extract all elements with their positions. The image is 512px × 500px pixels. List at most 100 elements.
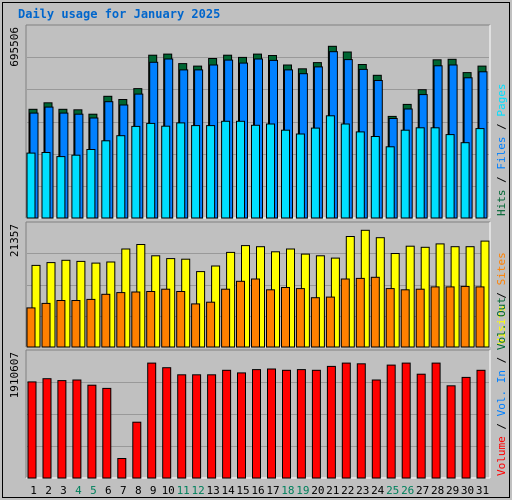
- bar-pages-day-26: [400, 129, 410, 219]
- legend-separator: /: [495, 416, 508, 436]
- bar-pages-day-13: [206, 125, 216, 219]
- x-tick-day-26: 26: [401, 484, 414, 497]
- legend-pages: Pages: [495, 84, 508, 117]
- bar-volume-day-2: [42, 378, 52, 479]
- x-tick-day-11: 11: [177, 484, 190, 497]
- bar-sites-day-12: [191, 303, 201, 348]
- bar-sites-day-5: [86, 298, 96, 348]
- x-tick-day-4: 4: [75, 484, 82, 497]
- bar-pages-day-7: [116, 135, 126, 219]
- bar-volume-day-15: [237, 372, 246, 479]
- bar-visits-day-1: [31, 264, 41, 348]
- bar-volume-day-1: [27, 381, 37, 479]
- legend-volume: Volume: [495, 436, 508, 476]
- bar-volume-day-20: [311, 369, 321, 479]
- bar-sites-day-18: [281, 287, 290, 348]
- bar-volume-day-26: [401, 362, 411, 479]
- bar-sites-day-31: [475, 286, 485, 348]
- bar-volume-day-7: [117, 458, 127, 479]
- bar-pages-day-14: [221, 120, 231, 219]
- bar-pages-day-17: [266, 123, 275, 219]
- x-tick-day-23: 23: [356, 484, 369, 497]
- x-tick-day-12: 12: [191, 484, 204, 497]
- x-tick-day-13: 13: [206, 484, 219, 497]
- bar-pages-day-15: [236, 120, 245, 219]
- x-tick-day-19: 19: [296, 484, 309, 497]
- y-max-label-bottom: 1910607: [8, 352, 21, 398]
- bar-volume-day-14: [222, 369, 232, 479]
- bar-volume-day-4: [72, 379, 82, 479]
- bar-volume-day-23: [356, 363, 366, 479]
- x-tick-day-31: 31: [476, 484, 489, 497]
- bar-volume-day-17: [267, 368, 276, 479]
- bar-pages-day-3: [56, 156, 66, 219]
- right-legend-top: Hits / Files / Pages: [495, 84, 508, 217]
- x-tick-day-5: 5: [90, 484, 97, 497]
- y-max-label-middle: 21357: [8, 224, 21, 257]
- right-legend-bottom: Volume / Vol. In / Vol. Out: [495, 297, 508, 476]
- bar-sites-day-27: [415, 288, 425, 348]
- bar-volume-day-29: [446, 385, 456, 479]
- bar-pages-day-21: [325, 115, 335, 219]
- x-tick-day-24: 24: [371, 484, 385, 497]
- bar-sites-day-21: [325, 296, 335, 348]
- bar-sites-day-24: [370, 276, 380, 348]
- bar-pages-day-8: [131, 125, 141, 219]
- x-tick-day-15: 15: [236, 484, 249, 497]
- legend-separator: /: [495, 117, 508, 137]
- bar-sites-day-20: [310, 297, 320, 348]
- bar-sites-day-15: [236, 280, 245, 348]
- bar-volume-day-31: [476, 369, 486, 479]
- x-tick-day-7: 7: [120, 484, 127, 497]
- x-tick-day-18: 18: [281, 484, 294, 497]
- bar-volume-day-16: [252, 369, 261, 479]
- bar-volume-day-18: [282, 369, 291, 479]
- x-tick-day-17: 17: [266, 484, 279, 497]
- bar-sites-day-1: [26, 307, 36, 348]
- x-tick-day-2: 2: [45, 484, 52, 497]
- bar-volume-day-19: [296, 369, 306, 479]
- bar-pages-day-2: [41, 152, 51, 219]
- bar-pages-day-29: [445, 134, 455, 219]
- x-tick-day-28: 28: [431, 484, 444, 497]
- bar-volume-day-10: [162, 367, 172, 479]
- x-tick-day-20: 20: [311, 484, 324, 497]
- bar-sites-day-8: [131, 291, 141, 348]
- bar-volume-day-11: [177, 374, 187, 479]
- bar-volume-day-8: [132, 421, 142, 479]
- bar-pages-day-25: [385, 146, 395, 219]
- bar-pages-day-9: [146, 122, 156, 219]
- bar-sites-day-6: [101, 293, 111, 348]
- bar-sites-day-22: [340, 278, 350, 348]
- bar-sites-day-25: [385, 288, 395, 348]
- x-tick-day-10: 10: [162, 484, 175, 497]
- bar-volume-day-12: [192, 374, 202, 479]
- bar-sites-day-9: [146, 291, 156, 348]
- x-tick-day-9: 9: [150, 484, 157, 497]
- x-tick-day-21: 21: [326, 484, 339, 497]
- bar-volume-day-27: [416, 373, 426, 479]
- bar-volume-day-6: [102, 387, 112, 479]
- bar-sites-day-23: [355, 277, 365, 348]
- legend-visits: Visits: [495, 305, 508, 345]
- bar-volume-day-24: [371, 379, 381, 479]
- bar-pages-day-4: [71, 154, 81, 219]
- bar-sites-day-28: [430, 286, 440, 348]
- legend-sites: Sites: [495, 252, 508, 285]
- bar-volume-day-5: [87, 384, 97, 479]
- bar-volume-day-3: [57, 380, 67, 479]
- bar-pages-day-12: [191, 125, 201, 219]
- bar-sites-day-4: [71, 300, 81, 348]
- legend-vol-out: Vol. Out: [495, 297, 508, 350]
- bar-pages-day-28: [430, 127, 440, 219]
- bar-pages-day-19: [295, 133, 305, 219]
- bar-sites-day-14: [221, 288, 231, 348]
- bar-sites-day-13: [206, 301, 216, 348]
- bar-sites-day-29: [445, 286, 455, 348]
- bar-volume-day-30: [461, 376, 471, 479]
- bar-pages-day-24: [370, 136, 380, 219]
- bar-sites-day-17: [266, 289, 275, 348]
- bar-pages-day-31: [475, 128, 485, 219]
- x-tick-day-8: 8: [135, 484, 142, 497]
